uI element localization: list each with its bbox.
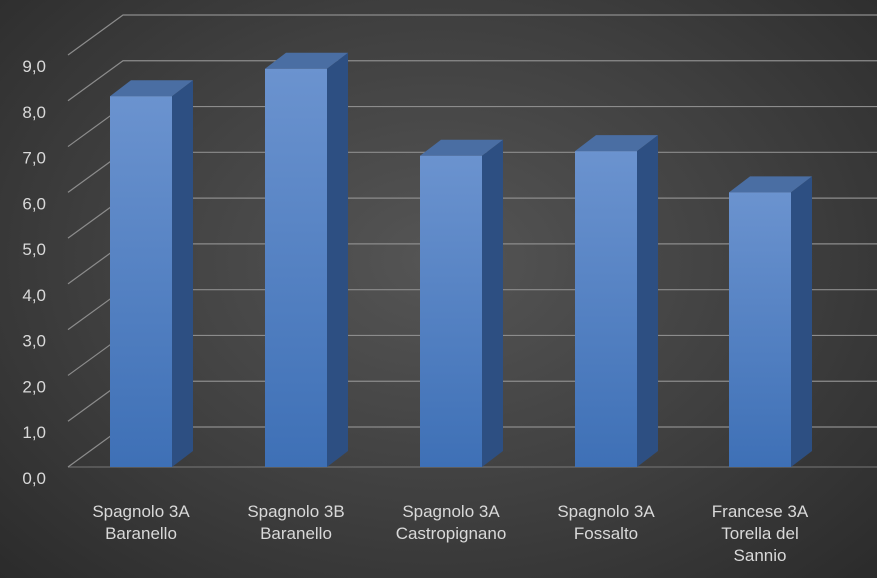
y-tick-label: 8,0 [22, 103, 46, 122]
y-axis-tick-labels: 0,0 1,0 2,0 3,0 4,0 5,0 6,0 7,0 8,0 9,0 [22, 57, 46, 488]
bar-top-face [265, 52, 348, 69]
bar-side-face [327, 52, 348, 467]
y-tick-label: 5,0 [22, 240, 46, 259]
bars [110, 52, 812, 468]
bar-front-face [575, 151, 637, 467]
bar [265, 52, 348, 467]
bar-top-face [729, 176, 812, 193]
x-category-label: Spagnolo 3A Fossalto [557, 502, 655, 543]
bar-side-face [172, 80, 193, 467]
gridline [67, 14, 877, 56]
bar-side-face [482, 139, 503, 467]
gridline [67, 60, 877, 102]
bar [575, 135, 658, 467]
y-tick-label: 9,0 [22, 57, 46, 76]
bar-top-face [420, 139, 503, 156]
x-category-label: Spagnolo 3A Castropignano [396, 502, 507, 543]
bar-side-face [637, 135, 658, 467]
bar-front-face [729, 192, 791, 468]
y-tick-label: 3,0 [22, 332, 46, 351]
bar-top-face [110, 80, 193, 97]
bar [420, 139, 503, 467]
y-tick-label: 0,0 [22, 469, 46, 488]
x-category-label: Francese 3A Torella del Sannio [712, 502, 809, 565]
bar [110, 80, 193, 467]
bar [729, 176, 812, 468]
x-category-label: Spagnolo 3B Baranello [247, 502, 344, 543]
x-axis-category-labels: Spagnolo 3A Baranello Spagnolo 3B Baranello… [92, 502, 809, 565]
bar-front-face [110, 96, 172, 467]
bar-front-face [265, 68, 327, 467]
y-tick-label: 6,0 [22, 194, 46, 213]
bar-side-face [791, 176, 812, 468]
x-category-label: Spagnolo 3A Baranello [92, 502, 190, 543]
bar-front-face [420, 155, 482, 467]
y-tick-label: 4,0 [22, 286, 46, 305]
bar-top-face [575, 135, 658, 152]
y-tick-label: 7,0 [22, 149, 46, 168]
y-tick-label: 1,0 [22, 423, 46, 442]
y-tick-label: 2,0 [22, 377, 46, 396]
